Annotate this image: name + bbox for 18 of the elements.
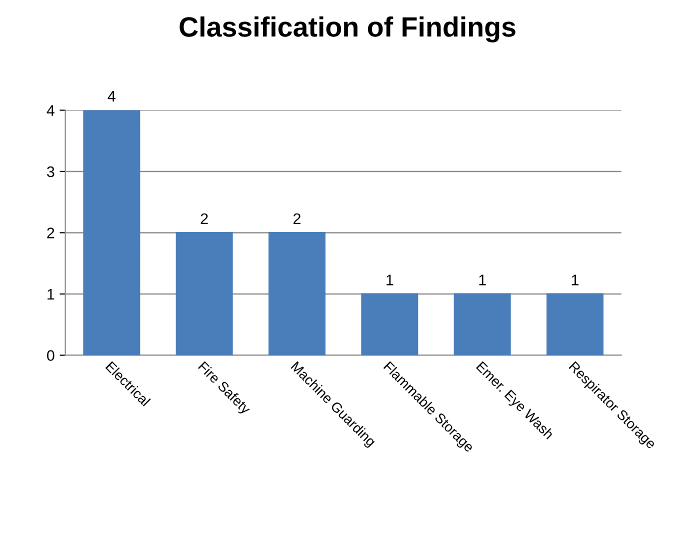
bar (176, 232, 233, 356)
y-tick-label: 0 (47, 350, 54, 361)
bar (268, 232, 326, 356)
bar (454, 293, 511, 356)
y-tick-label: 2 (47, 228, 54, 238)
y-tick-label: 3 (47, 166, 54, 178)
data-label: 1 (386, 274, 394, 286)
y-tick-label: 4 (46, 105, 54, 116)
data-label: 2 (200, 213, 208, 224)
bar (83, 110, 140, 356)
bar (546, 293, 604, 356)
chart-title: Classification of Findings (180, 16, 516, 42)
y-tick-label: 1 (48, 289, 54, 300)
data-label: 1 (572, 274, 578, 286)
bar (361, 293, 418, 356)
data-label: 1 (479, 274, 486, 286)
data-label: 2 (294, 213, 300, 224)
data-label: 4 (108, 90, 116, 102)
